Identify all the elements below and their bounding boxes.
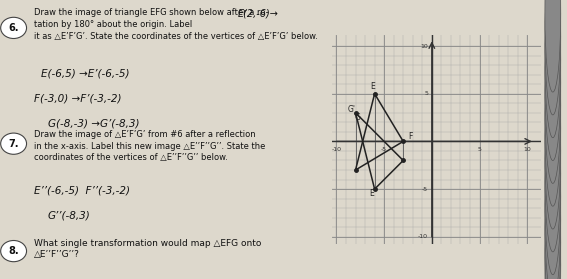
Text: G’’(-8,3): G’’(-8,3) [48, 211, 90, 221]
Text: Draw the image of △E’F’G’ from #6 after a reflection
in the x-axis. Label this n: Draw the image of △E’F’G’ from #6 after … [34, 130, 265, 162]
Circle shape [545, 119, 561, 275]
Circle shape [545, 27, 561, 183]
Text: -5: -5 [381, 147, 387, 152]
Text: What single transformation would map △EFG onto
△E’’F’’G’’?: What single transformation would map △EF… [34, 239, 261, 259]
Circle shape [545, 0, 561, 92]
Text: G: G [354, 114, 361, 122]
Text: E’’(-6,-5)  F’’(-3,-2): E’’(-6,-5) F’’(-3,-2) [34, 186, 130, 196]
Text: 7.: 7. [9, 139, 19, 149]
Text: F: F [408, 131, 412, 141]
Text: -10: -10 [332, 147, 341, 152]
Circle shape [1, 133, 27, 154]
Circle shape [545, 187, 561, 279]
Text: Draw the image of triangle EFG shown below after a ro-
tation by 180° about the : Draw the image of triangle EFG shown bel… [34, 8, 318, 41]
Text: F(-3,0) →F’(-3,-2): F(-3,0) →F’(-3,-2) [34, 93, 121, 104]
Text: E': E' [369, 189, 376, 198]
Circle shape [545, 0, 561, 138]
Text: E: E [370, 82, 375, 91]
Circle shape [1, 17, 27, 39]
Circle shape [545, 96, 561, 252]
Text: 6.: 6. [9, 23, 19, 33]
Text: 10: 10 [523, 147, 531, 152]
Text: G(-8,-3) →G’(-8,3): G(-8,-3) →G’(-8,3) [48, 119, 139, 129]
Circle shape [545, 73, 561, 229]
Text: G': G' [348, 105, 356, 114]
Circle shape [545, 0, 561, 115]
Text: E(2,-6)→: E(2,-6)→ [238, 8, 279, 18]
Text: 5: 5 [424, 91, 428, 96]
Circle shape [545, 4, 561, 160]
Text: -5: -5 [422, 187, 428, 192]
Circle shape [545, 164, 561, 279]
Circle shape [545, 141, 561, 279]
Text: E(-6,5) →E’(-6,-5): E(-6,5) →E’(-6,-5) [41, 68, 129, 78]
Text: 5: 5 [477, 147, 481, 152]
Text: 8.: 8. [9, 246, 19, 256]
Text: -10: -10 [418, 234, 428, 239]
Circle shape [1, 240, 27, 262]
Circle shape [545, 50, 561, 206]
Text: 10: 10 [420, 44, 428, 49]
